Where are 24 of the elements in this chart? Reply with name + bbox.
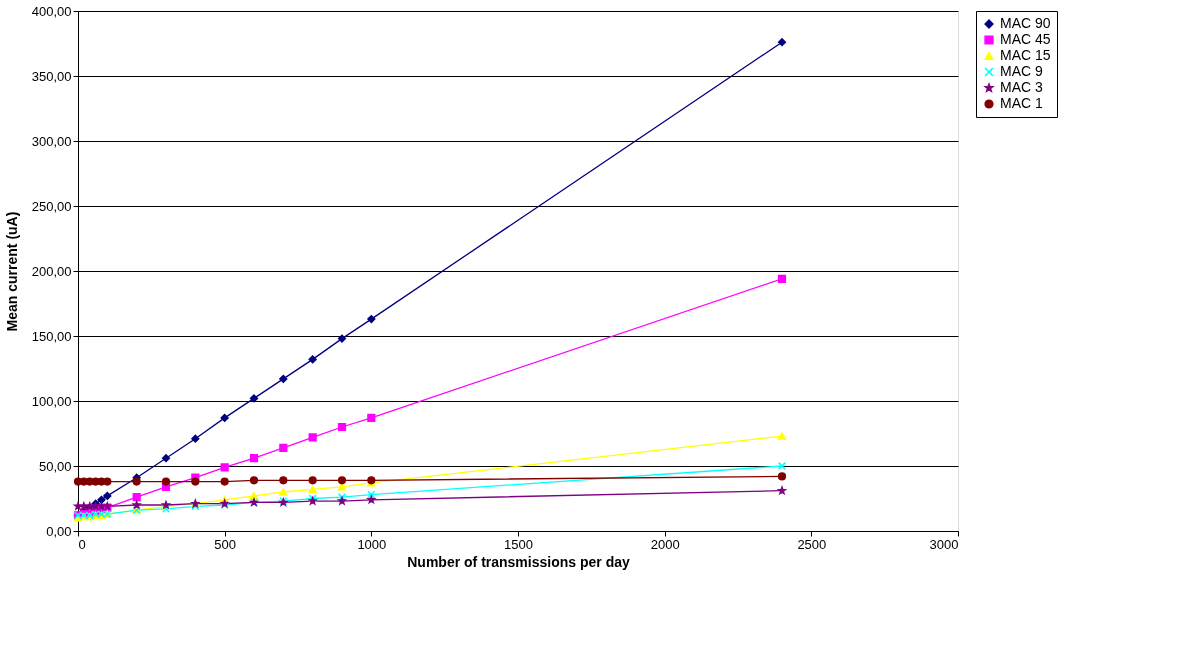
legend-label: MAC 90 (1000, 15, 1051, 31)
y-tick-label: 200,00 (31, 263, 72, 279)
x-axis-title: Number of transmissions per day (407, 553, 630, 570)
x-tick-label: 500 (214, 536, 237, 552)
y-tick-label: 100,00 (31, 393, 72, 409)
legend-label: MAC 3 (1000, 79, 1043, 95)
y-tick-label: 350,00 (31, 68, 72, 84)
y-tick-label: 400,00 (31, 3, 72, 19)
x-tick-label: 1000 (357, 536, 387, 552)
y-tick-label: 150,00 (31, 328, 72, 344)
legend-label: MAC 45 (1000, 31, 1051, 47)
y-axis-title: Mean current (uA) (3, 211, 20, 332)
x-tick-label: 2000 (650, 536, 680, 552)
legend-label: MAC 1 (1000, 95, 1043, 111)
y-tick-label: 300,00 (31, 133, 72, 149)
legend-label: MAC 9 (1000, 63, 1043, 79)
y-tick-label: 0,00 (46, 523, 72, 539)
y-tick-label: 50,00 (38, 458, 72, 474)
x-tick-label: 3000 (929, 536, 959, 552)
y-tick-label: 250,00 (31, 198, 72, 214)
x-tick-label: 1500 (504, 536, 533, 552)
legend-label: MAC 15 (1000, 47, 1051, 63)
x-tick-label: 0 (78, 536, 86, 552)
x-tick-label: 2500 (797, 536, 827, 552)
